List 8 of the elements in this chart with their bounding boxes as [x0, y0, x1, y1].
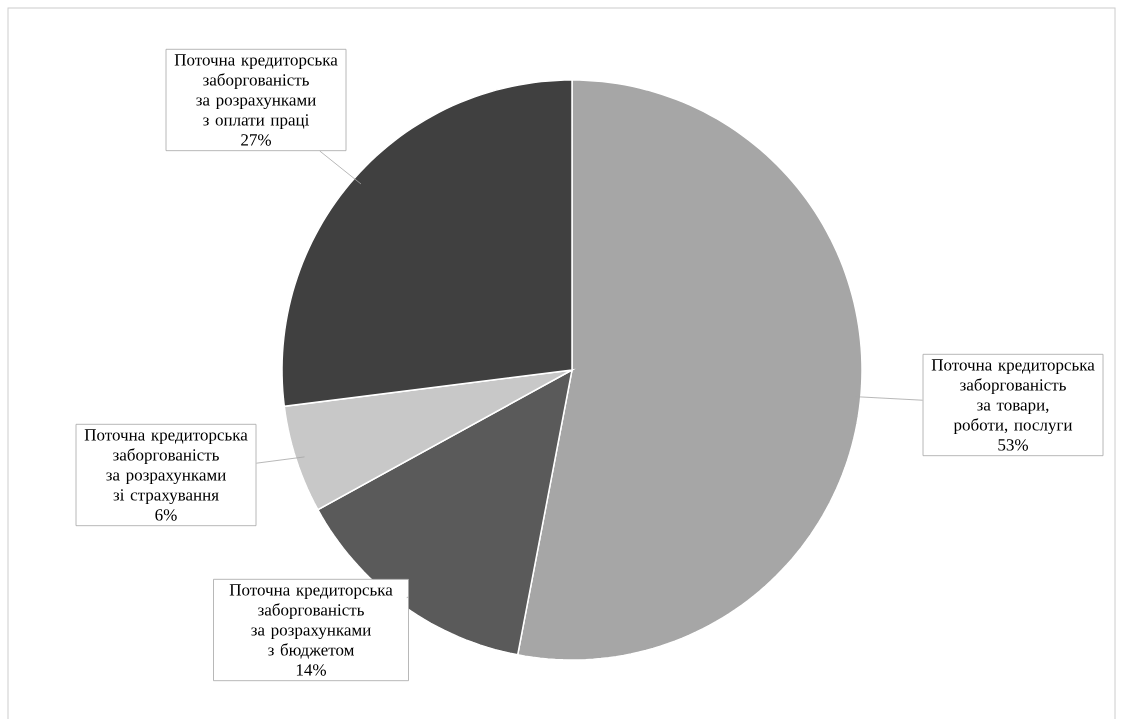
data-label: 6% [155, 509, 177, 521]
slice-label: Поточна кредиторська заборгованість за розрахунками з бюджетом [229, 584, 393, 659]
data-label: 27% [241, 134, 272, 146]
slice-label: Поточна кредиторська заборгованість за розрахунками з оплати праці [174, 54, 338, 130]
slice-label: Поточна кредиторська заборгованість за товари, роботи, послуги [931, 359, 1095, 435]
slice-label: Поточна кредиторська заборгованість за розрахунками зі страхування [84, 429, 248, 505]
data-label: 14% [296, 664, 327, 676]
data-label: 53% [998, 439, 1029, 451]
